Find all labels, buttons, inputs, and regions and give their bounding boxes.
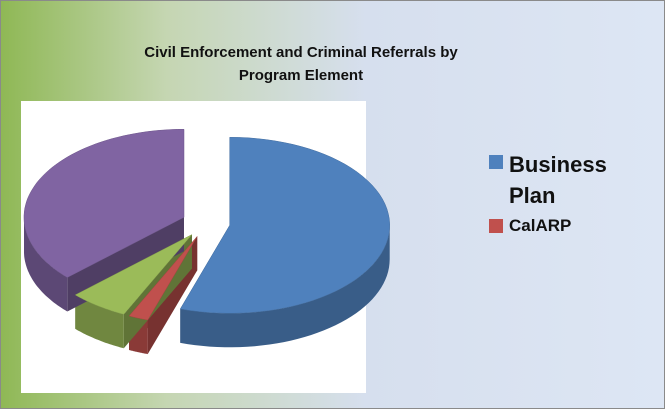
slice-rim bbox=[24, 217, 68, 312]
legend-swatch bbox=[489, 155, 503, 169]
slice-rim bbox=[180, 225, 390, 348]
slice bbox=[128, 236, 198, 321]
legend-item: CalARP bbox=[489, 215, 639, 237]
slice bbox=[179, 137, 390, 314]
slice bbox=[74, 234, 193, 315]
legend: Business Plan CalARP bbox=[489, 149, 639, 241]
slice bbox=[23, 129, 185, 278]
legend-swatch bbox=[489, 219, 503, 233]
legend-label: Business Plan bbox=[509, 152, 607, 208]
slice-rim bbox=[75, 294, 124, 349]
chart-title: Civil Enforcement and Criminal Referrals… bbox=[144, 44, 458, 84]
legend-label: CalARP bbox=[509, 216, 572, 235]
legend-item: Business Plan bbox=[489, 149, 639, 211]
